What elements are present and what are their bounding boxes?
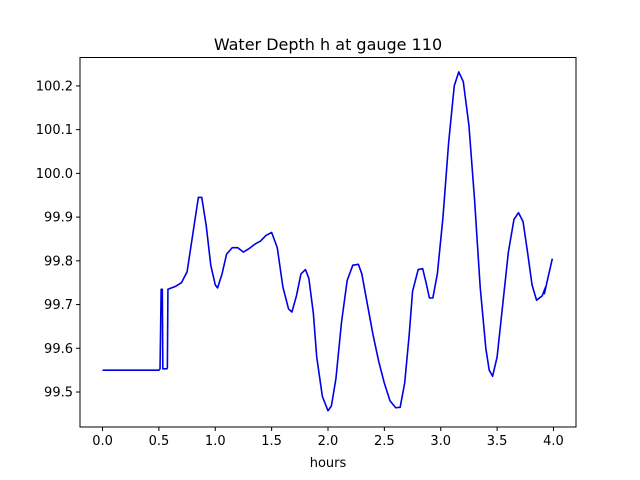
x-tick-label: 0.5 [149,434,170,449]
chart-title: Water Depth h at gauge 110 [214,35,442,54]
x-tick-label: 3.5 [487,434,508,449]
y-tick-label: 100.2 [36,79,73,94]
x-tick-label: 2.0 [318,434,339,449]
plot-layer [102,71,554,412]
y-axis-ticks: 99.5 99.6 99.7 99.8 99.9 100.0 100.1 100.2 [36,79,80,401]
x-tick-label: 1.5 [261,434,282,449]
x-tick-label: 4.0 [543,434,564,449]
y-tick-label: 100.0 [36,167,73,182]
x-tick-label: 3.0 [430,434,451,449]
series-line-0 [102,71,554,412]
y-tick-label: 99.6 [44,342,73,357]
x-tick-label: 1.0 [205,434,226,449]
x-axis-label: hours [310,456,347,471]
x-axis-ticks: 0.0 0.5 1.0 1.5 2.0 2.5 3.0 3.5 4.0 [92,427,564,449]
y-tick-label: 99.5 [44,386,73,401]
y-tick-label: 99.8 [44,254,73,269]
y-tick-label: 99.7 [44,298,73,313]
x-tick-label: 2.5 [374,434,395,449]
plot-frame [79,57,577,428]
x-tick-label: 0.0 [92,434,113,449]
y-tick-label: 99.9 [44,211,73,226]
y-tick-label: 100.1 [36,123,73,138]
